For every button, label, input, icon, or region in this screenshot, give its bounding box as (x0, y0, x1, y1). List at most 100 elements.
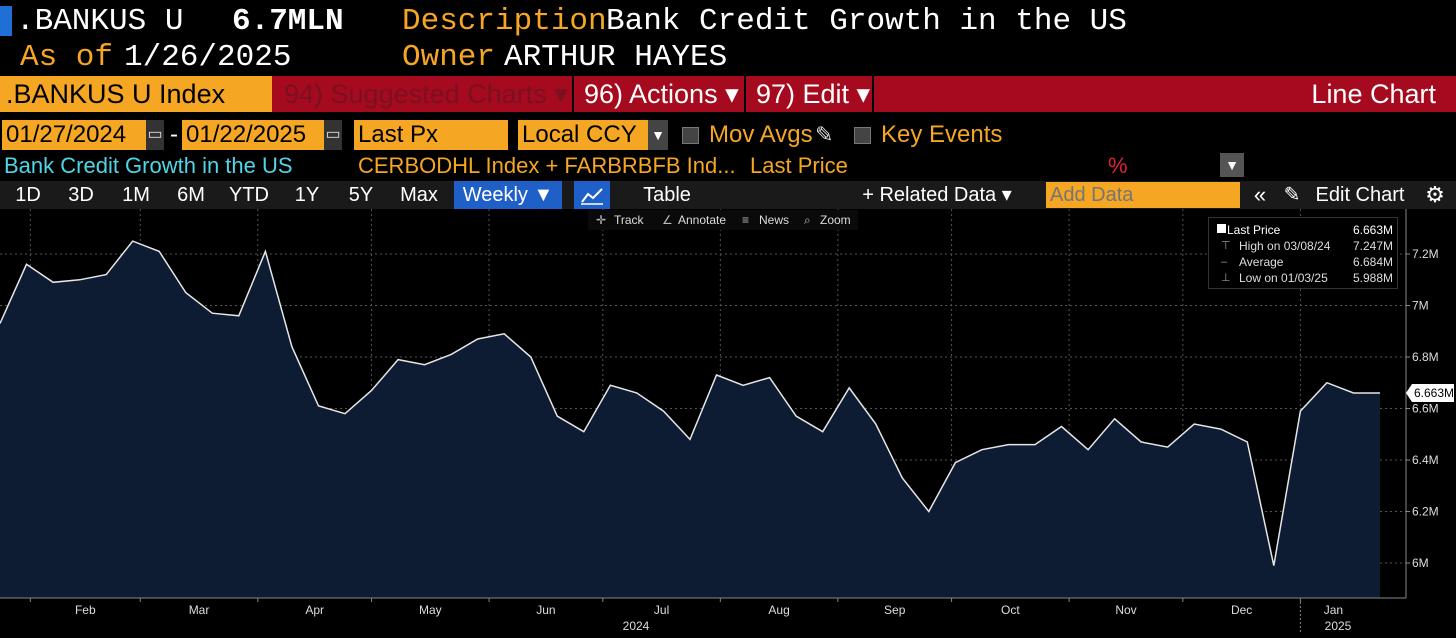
chart-tools-bg (588, 210, 858, 230)
stats-box: Last Price 6.663M High on 03/08/24 7.247… (1208, 217, 1398, 289)
y-tick-label: 6.8M (1412, 350, 1439, 364)
mov-avgs-toggle[interactable]: Mov Avgs (682, 120, 813, 150)
period-max[interactable]: Max (400, 184, 438, 206)
menu-divider (872, 76, 874, 112)
date-from-field[interactable]: 01/27/2024 (2, 120, 146, 150)
y-axis: 6M 6.2M 6.4M 6.6M 6.8M 7M 7.2M (1405, 209, 1439, 598)
calendar-icon[interactable]: ▭ (146, 120, 164, 150)
edit-chart-button[interactable]: Edit Chart (1315, 184, 1405, 206)
checkbox-icon[interactable] (854, 127, 871, 145)
date-to-field[interactable]: 01/22/2025 (182, 120, 324, 150)
period-ytd[interactable]: YTD (229, 184, 269, 206)
annotate-button[interactable]: Annotate (678, 213, 726, 227)
x-tick-label: Dec (1231, 603, 1252, 617)
x-tick-label: Jul (654, 603, 669, 617)
ticker[interactable]: .BANKUS U (16, 4, 184, 39)
last-price-label: Last Price (1227, 223, 1281, 237)
y-tick-label: 6.6M (1412, 402, 1439, 416)
line-chart-glyph (581, 188, 603, 205)
period-5y[interactable]: 5Y (348, 184, 374, 206)
y-tick-label: 7M (1412, 299, 1429, 313)
currency-select[interactable]: Local CCY (518, 120, 648, 150)
price-field-select[interactable]: Last Px (354, 120, 508, 150)
suggested-charts-menu[interactable]: 94) Suggested Charts ▾ (284, 79, 568, 109)
percent-toggle[interactable]: % (1108, 153, 1128, 178)
period-1m[interactable]: 1M (122, 184, 150, 206)
zoom-button[interactable]: Zoom (820, 213, 851, 227)
checkbox-icon[interactable] (682, 127, 699, 145)
news-icon[interactable]: ≡ (742, 213, 749, 227)
index-name[interactable]: .BANKUS U Index (0, 76, 272, 112)
low-value: 5.988M (1352, 271, 1393, 285)
period-1d[interactable]: 1D (15, 184, 41, 206)
last-price-swatch (1217, 224, 1226, 233)
average-value: 6.684M (1352, 255, 1393, 269)
legend-dropdown-icon[interactable]: ▼ (1220, 153, 1244, 177)
security-header: .BANKUS U 6.7MLN Description Bank Credit… (0, 0, 1456, 76)
key-events-label: Key Events (881, 121, 1003, 148)
last-price-label: 6.663M (1406, 384, 1454, 403)
menu-divider (744, 76, 746, 112)
year-label: 2025 (1325, 619, 1352, 633)
year-label: 2024 (623, 619, 650, 633)
x-tick-label: Sep (884, 603, 906, 617)
track-button[interactable]: Track (614, 213, 645, 227)
last-price-tag (1406, 384, 1454, 403)
line-chart-icon[interactable] (574, 181, 610, 209)
y-tick-label: 6.4M (1412, 453, 1439, 467)
pencil-icon[interactable]: ✎ (815, 122, 834, 147)
date-dash: - (170, 121, 178, 148)
mov-avgs-label: Mov Avgs (709, 121, 813, 148)
ticker-value: 6.7MLN (232, 4, 344, 39)
period-6m[interactable]: 6M (177, 184, 205, 206)
chevron-down-icon[interactable]: ▼ (648, 120, 668, 150)
series-tickers: CERBODHL Index + FARBRBFB Ind... (358, 153, 736, 178)
as-of-date: 1/26/2025 (124, 40, 292, 75)
gear-icon[interactable]: ⚙ (1425, 182, 1445, 207)
function-menu-bar: .BANKUS U Index 94) Suggested Charts ▾ 9… (0, 76, 1456, 112)
average-marker-icon: – (1221, 256, 1228, 268)
x-tick-label: Jun (536, 603, 555, 617)
x-tick-label: Nov (1115, 603, 1136, 617)
last-price-tag-text: 6.663M (1414, 386, 1454, 400)
chart-toolbar: 1D 3D 1M 6M YTD 1Y 5Y Max Weekly ▼ Table… (0, 181, 1456, 209)
x-tick-label: Feb (75, 603, 96, 617)
series-name: Bank Credit Growth in the US (4, 153, 293, 178)
add-data-input[interactable] (1046, 182, 1240, 208)
last-price-value: 6.663M (1352, 223, 1393, 237)
description-label: Description (402, 4, 607, 39)
legend-row: Bank Credit Growth in the US CERBODHL In… (0, 151, 1456, 181)
low-marker-icon: ⊥ (1221, 272, 1231, 284)
x-tick-label: Mar (189, 603, 210, 617)
frequency-select[interactable]: Weekly ▼ (454, 181, 562, 209)
period-1y[interactable]: 1Y (294, 184, 320, 206)
actions-menu[interactable]: 96) Actions ▾ (584, 79, 739, 109)
table-view-button[interactable]: Table (643, 184, 691, 206)
chart-tools: ✛ Track ∠ Annotate ≡ News ⌕ Zoom (588, 210, 858, 230)
track-icon[interactable]: ✛ (596, 213, 606, 227)
x-axis: Feb Mar Apr May Jun Jul Aug Sep Oct Nov Dec Jan 2024… (0, 597, 1406, 634)
chart-type-label: Line Chart (1311, 79, 1436, 109)
pencil-icon[interactable]: ✎ (1283, 184, 1301, 206)
low-label: Low on 01/03/25 (1239, 271, 1328, 285)
average-label: Average (1239, 255, 1284, 269)
y-tick-label: 7.2M (1412, 247, 1439, 261)
news-button[interactable]: News (759, 213, 789, 227)
key-events-toggle[interactable]: Key Events (854, 120, 1002, 150)
x-tick-label: Apr (305, 603, 324, 617)
edit-menu[interactable]: 97) Edit ▾ (756, 79, 871, 109)
annotate-icon[interactable]: ∠ (662, 213, 673, 227)
zoom-icon[interactable]: ⌕ (804, 213, 811, 227)
related-data-button[interactable]: + Related Data ▾ (862, 184, 1012, 206)
line-chart[interactable]: 6M 6.2M 6.4M 6.6M 6.8M 7M 7.2M Feb Mar Apr May Jun… (0, 209, 1456, 638)
menu-divider (572, 76, 574, 112)
x-tick-label: Aug (768, 603, 789, 617)
series-line[interactable] (0, 240, 1380, 566)
x-tick-label: Jan (1324, 603, 1343, 617)
collapse-icon[interactable]: « (1253, 182, 1267, 207)
series-area (0, 241, 1380, 598)
calendar-icon[interactable]: ▭ (324, 120, 342, 150)
owner-value: ARTHUR HAYES (504, 40, 728, 75)
y-tick-label: 6M (1412, 556, 1429, 570)
period-3d[interactable]: 3D (68, 184, 94, 206)
